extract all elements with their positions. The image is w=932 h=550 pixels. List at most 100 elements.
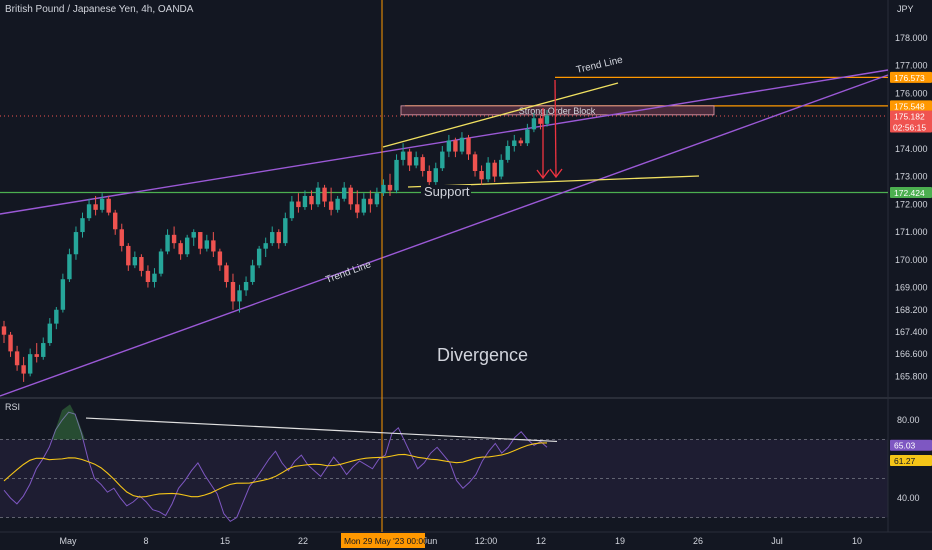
candle-body [237, 290, 242, 302]
rsi-tick-label: 80.00 [897, 415, 920, 425]
price-tick-label: 171.000 [895, 227, 928, 237]
order-block-box[interactable] [400, 105, 715, 116]
time-tick-label: 12:00 [475, 536, 498, 546]
candle-body [296, 201, 301, 208]
candle-body [27, 354, 33, 374]
rsi-axis-label-1-bg [890, 455, 932, 467]
candle-body [309, 195, 314, 205]
candle-body [361, 198, 367, 213]
candle-body [413, 157, 419, 166]
candle-body [198, 232, 203, 249]
support-label: Support [424, 184, 470, 199]
rsi-line[interactable] [3, 411, 548, 523]
trend-line-lower[interactable] [0, 74, 889, 397]
price-tick-label: 176.000 [895, 88, 928, 98]
rsi-pane [0, 400, 888, 532]
candle-body [217, 251, 223, 266]
rsi-ma-line[interactable] [3, 442, 548, 498]
price-tick-label: 167.400 [895, 327, 928, 337]
candle-body [538, 118, 543, 124]
time-tick-label: 10 [852, 536, 862, 546]
chart-title: British Pound / Japanese Yen, 4h, OANDA [5, 4, 194, 15]
candle-body [178, 243, 183, 255]
candle-body [479, 171, 484, 180]
candle-body [224, 265, 229, 282]
time-tick-label: Jul [771, 536, 783, 546]
candle-body [256, 248, 262, 266]
trend-line-upper[interactable] [0, 69, 889, 215]
candle-body [283, 218, 288, 244]
candle-body [93, 204, 98, 210]
candle-body [1, 326, 7, 335]
candle-body [73, 232, 79, 255]
rsi-divergence-line[interactable] [85, 417, 558, 443]
time-tick-label: May [59, 536, 77, 546]
price-tick-label: 172.000 [895, 199, 928, 209]
candle-body [243, 282, 249, 291]
candle-body [427, 171, 432, 183]
candle-body [34, 354, 39, 357]
candle-body [191, 232, 196, 238]
wedge-line-upper[interactable] [382, 82, 619, 148]
price-axis-label-1: 175.548 [894, 101, 925, 111]
time-tick-label: 12 [536, 536, 546, 546]
candle-body [145, 270, 151, 282]
candle-body [139, 257, 144, 271]
divergence-label: Divergence [437, 345, 528, 365]
candle-body [512, 140, 517, 147]
support-label-bg [421, 185, 471, 199]
price-axis-label-2-bg [890, 110, 932, 133]
candle-body [165, 234, 170, 252]
candle-body [335, 198, 340, 210]
rsi-axis-label-0-bg [890, 439, 932, 451]
drop-arrow-right[interactable] [554, 79, 557, 178]
candle-body [322, 187, 327, 202]
candle-body [171, 234, 177, 244]
currency-label: JPY [897, 4, 914, 14]
candle-body [505, 146, 510, 160]
candle-body [54, 309, 59, 324]
candle-body [250, 265, 255, 282]
drop-arrow-right-head [549, 168, 563, 179]
candle-body [368, 198, 373, 205]
candle-body [453, 140, 458, 152]
time-tick-label: Jun [423, 536, 438, 546]
candle-body [263, 243, 268, 249]
rsi-title: RSI [5, 402, 20, 412]
candle-body [119, 229, 124, 246]
price-tick-label: 165.800 [895, 371, 928, 381]
candle-body [132, 257, 138, 266]
candle-body [230, 282, 236, 302]
candle-body [459, 137, 465, 152]
price-axis-label-0: 176.573 [894, 73, 925, 83]
candle-body [14, 351, 20, 366]
price-tick-label: 169.000 [895, 283, 928, 293]
candle-body [106, 198, 111, 213]
order-block-label: Strong Order Block [519, 106, 596, 116]
price-axis-label-3: 172.424 [894, 188, 925, 198]
price-tick-label: 166.600 [895, 349, 928, 359]
candle-body [67, 254, 72, 280]
rsi-tick-label: 40.00 [897, 493, 920, 503]
price-tick-label: 170.000 [895, 255, 928, 265]
candle-body [341, 187, 347, 199]
price-axis-label-1-bg [890, 100, 932, 112]
time-tick-label: 19 [615, 536, 625, 546]
candle-body [355, 204, 360, 213]
candle-body [315, 187, 321, 205]
candle-body [499, 159, 504, 177]
candle-body [41, 343, 46, 357]
price-tick-label: 173.000 [895, 172, 928, 182]
candle-body [184, 237, 190, 255]
price-tick-label: 174.000 [895, 144, 928, 154]
price-axis-label-3-bg [890, 187, 932, 199]
candle-body [387, 184, 393, 191]
candle-body [60, 279, 66, 310]
candle-body [420, 157, 425, 171]
price-axis-label-0-bg [890, 71, 932, 83]
cursor-time-label: Mon 29 May '23 00:00 [344, 536, 428, 546]
candle-body [400, 151, 406, 160]
candle-body [126, 245, 131, 266]
candle-body [8, 334, 13, 352]
